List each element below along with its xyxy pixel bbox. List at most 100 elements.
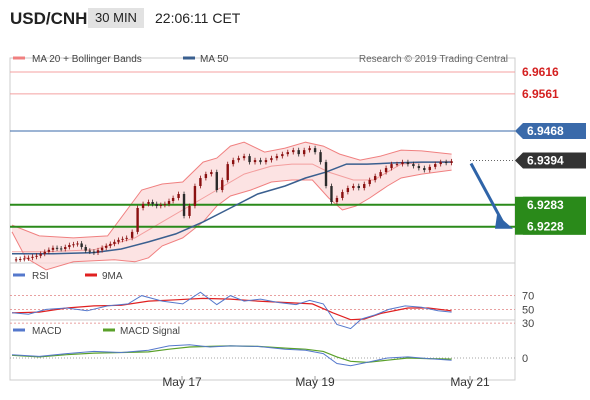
candle-body [406, 162, 410, 165]
macd-line [11, 344, 452, 367]
rsi-ma-line [11, 297, 452, 321]
candle-body [210, 172, 213, 175]
x-axis-label-1: May 19 [295, 375, 335, 389]
candle-body [417, 166, 421, 169]
candle-body [395, 164, 399, 166]
candle-body [346, 188, 350, 193]
level-label-6.9616: 6.9616 [522, 65, 559, 79]
candle-body [55, 247, 59, 249]
candle-body [136, 207, 139, 232]
candle-body [121, 238, 124, 240]
candle-body [147, 201, 150, 204]
candle-body [182, 194, 186, 216]
candle-body [357, 186, 360, 189]
candle-body [204, 174, 208, 179]
candle-body [281, 154, 284, 157]
support-label-1: 6.9283 [527, 198, 564, 212]
x-axis-label-2: May 21 [450, 375, 490, 389]
candle-body [275, 156, 279, 159]
candle-body [341, 192, 344, 198]
candle-body [221, 180, 224, 191]
level-tag-6.9468 [515, 122, 586, 139]
candle-body [47, 249, 51, 252]
rsi-legend-label-1: RSI [32, 271, 49, 282]
candle-body [412, 164, 415, 167]
candle-body [193, 186, 197, 206]
candle-body [231, 160, 235, 165]
candle-body [177, 194, 180, 198]
candle-body [259, 160, 262, 163]
candle-body [31, 256, 34, 258]
main-legend-label-1: MA 20 + Bollinger Bands [32, 54, 142, 65]
forecast-arrow-line [469, 162, 505, 224]
candle-body [330, 186, 333, 202]
rsi-level-label-30: 30 [522, 318, 534, 330]
candle-body [80, 243, 83, 248]
level-label-6.9561: 6.9561 [522, 87, 559, 101]
candle-body [248, 156, 251, 163]
bollinger-band-area [12, 142, 452, 270]
candle-body [237, 158, 240, 161]
candle-body [159, 204, 163, 206]
candle-body [27, 257, 30, 259]
main-legend-label-2: MA 50 [200, 54, 229, 65]
timestamp: 22:06:11 CET [155, 10, 241, 26]
candle-body [324, 162, 328, 187]
support-tag-block [515, 196, 586, 235]
candle-body [109, 243, 112, 246]
candle-body [373, 176, 377, 181]
candle-body [167, 200, 171, 204]
candle-body [428, 166, 431, 171]
rsi-legend-label-2: 9MA [102, 271, 123, 282]
ma20-line [12, 160, 452, 253]
candle-body [39, 253, 42, 256]
candle-body [72, 244, 75, 246]
candle-body [352, 186, 355, 189]
candle-body [253, 160, 257, 163]
forecast-arrow-head [495, 214, 513, 229]
macd-legend-label-1: MACD [32, 326, 61, 337]
timeframe-badge[interactable]: 30 MIN [88, 8, 144, 28]
candle-body [319, 152, 322, 163]
candle-body [215, 172, 218, 191]
candle-body [43, 251, 46, 254]
support-label-2: 6.9228 [527, 220, 564, 234]
candle-body [155, 203, 158, 206]
candle-body [302, 150, 306, 155]
candle-body [151, 201, 154, 204]
rsi-line [11, 291, 452, 330]
candle-body [434, 164, 437, 167]
candle-body [105, 245, 108, 248]
candle-body [130, 231, 134, 238]
candle-body [363, 184, 366, 189]
candle-body [59, 248, 63, 250]
bollinger-lower-line [11, 169, 452, 271]
candle-body [264, 160, 268, 163]
level-label-6.9468: 6.9468 [527, 124, 564, 138]
candle-body [379, 172, 382, 177]
candle-body [96, 250, 100, 253]
candle-body [125, 237, 128, 239]
candle-body [199, 178, 202, 187]
macd-signal-line [11, 345, 452, 364]
candle-body [308, 148, 311, 151]
candle-body [14, 259, 18, 261]
candle-body [76, 243, 79, 245]
macd-legend-label-2: MACD Signal [120, 326, 180, 337]
candle-body [226, 164, 229, 181]
candle-body [171, 197, 175, 201]
chart-header: USD/CNH 30 MIN 22:06:11 CET [0, 0, 590, 36]
candle-body [141, 203, 145, 208]
candle-body [68, 245, 71, 248]
candle-body [18, 259, 22, 261]
candle-body [384, 168, 388, 173]
candle-body [286, 152, 289, 155]
candle-body [444, 162, 448, 164]
candle-body [100, 247, 104, 251]
candle-body [64, 247, 67, 250]
currency-pair: USD/CNH [10, 9, 88, 28]
level-label-6.9394: 6.9394 [527, 154, 564, 168]
candle-body [390, 164, 393, 169]
candle-body [84, 247, 87, 251]
